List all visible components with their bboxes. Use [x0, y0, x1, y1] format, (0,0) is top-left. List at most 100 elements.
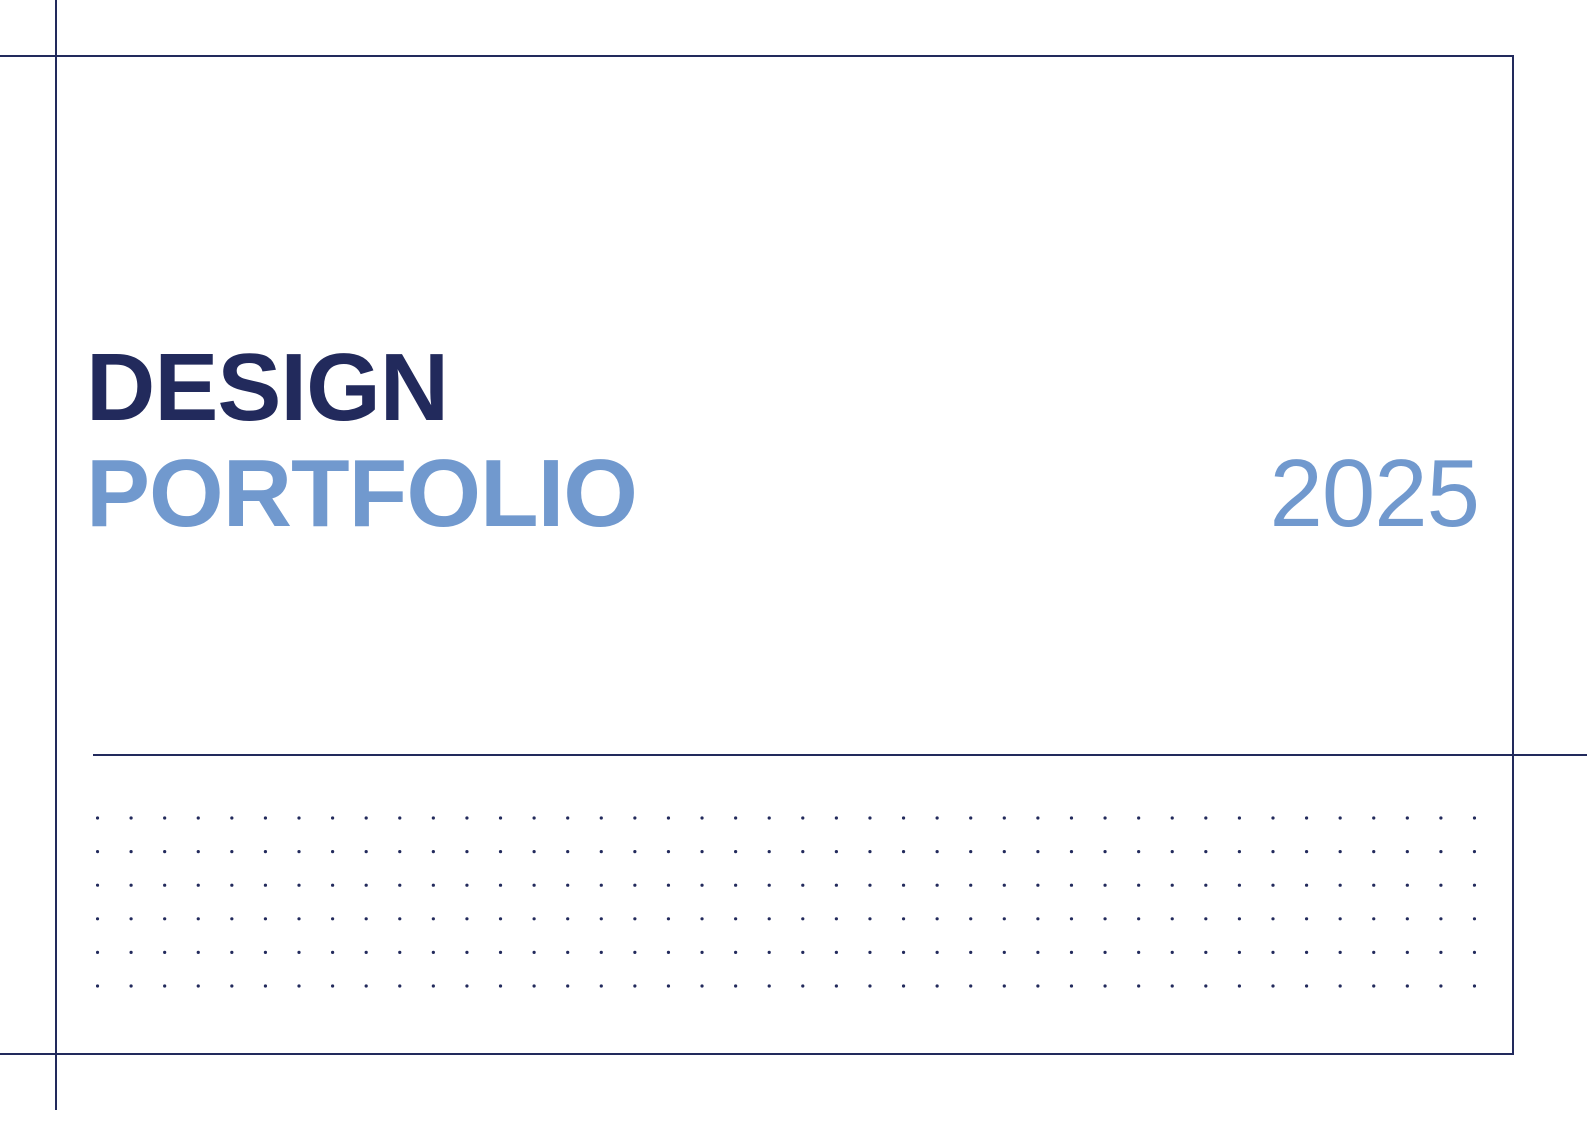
grid-dot — [1204, 816, 1208, 820]
grid-dot — [935, 816, 939, 820]
grid-dot — [1405, 850, 1409, 854]
grid-dot — [1002, 917, 1006, 921]
grid-dot — [263, 984, 268, 988]
grid-dot — [767, 850, 771, 854]
grid-dot — [163, 950, 167, 954]
grid-dot — [1372, 917, 1376, 921]
grid-dot — [1472, 917, 1476, 921]
grid-dot — [1304, 816, 1309, 820]
grid-dot — [599, 816, 603, 820]
grid-dot — [230, 917, 234, 921]
grid-dot — [834, 883, 838, 887]
grid-dot — [196, 883, 200, 887]
grid-dot — [163, 917, 167, 921]
grid-dot — [834, 850, 838, 854]
grid-dot — [398, 917, 402, 921]
grid-dot — [599, 850, 603, 854]
grid-dot — [1170, 984, 1174, 988]
grid-dot — [96, 883, 100, 887]
grid-dot — [398, 850, 402, 854]
grid-dot — [163, 984, 167, 988]
grid-dot — [1271, 883, 1275, 887]
grid-dot — [1137, 883, 1141, 887]
left-vertical-guide-line — [55, 0, 57, 1110]
grid-dot — [196, 984, 200, 988]
grid-dot — [734, 816, 738, 820]
grid-dot — [700, 883, 704, 887]
grid-dot — [969, 984, 973, 988]
grid-dot — [566, 850, 570, 854]
grid-dot — [1304, 917, 1309, 921]
grid-dot — [1439, 984, 1443, 988]
grid-dot — [633, 984, 637, 988]
grid-dot — [465, 917, 469, 921]
grid-dot — [666, 950, 671, 954]
grid-dot — [633, 850, 637, 854]
grid-dot — [1237, 950, 1241, 954]
grid-dot — [196, 816, 200, 820]
frame-bottom-border — [0, 1053, 1514, 1055]
grid-dot — [498, 883, 503, 887]
grid-dot — [1002, 816, 1006, 820]
grid-dot — [834, 984, 838, 988]
grid-dot — [566, 816, 570, 820]
grid-dot — [398, 984, 402, 988]
grid-dot — [1439, 917, 1443, 921]
grid-dot — [498, 984, 503, 988]
grid-dot — [1338, 850, 1342, 854]
grid-dot — [734, 850, 738, 854]
grid-dot — [1002, 850, 1006, 854]
grid-dot — [767, 816, 771, 820]
grid-dot — [129, 984, 133, 988]
grid-dot — [96, 917, 100, 921]
grid-dot — [1204, 850, 1208, 854]
grid-dot — [230, 984, 234, 988]
grid-dot — [1036, 917, 1040, 921]
grid-dot — [1237, 984, 1241, 988]
grid-dot — [498, 917, 503, 921]
grid-dot — [935, 850, 939, 854]
grid-dot — [230, 816, 234, 820]
grid-dot — [331, 816, 335, 820]
grid-dot — [734, 950, 738, 954]
grid-dot — [129, 950, 133, 954]
grid-dot — [1271, 850, 1275, 854]
grid-dot — [1372, 850, 1376, 854]
grid-dot — [969, 950, 973, 954]
year-label: 2025 — [1269, 440, 1480, 547]
grid-dot — [431, 816, 435, 820]
grid-dot — [1237, 883, 1241, 887]
grid-dot — [1271, 984, 1275, 988]
grid-dot — [767, 984, 771, 988]
grid-dot — [96, 984, 100, 988]
grid-dot — [1170, 850, 1174, 854]
grid-dot — [666, 883, 671, 887]
grid-dot — [331, 984, 335, 988]
grid-dot — [901, 883, 906, 887]
grid-dot — [1338, 883, 1342, 887]
grid-dot — [431, 850, 435, 854]
grid-dot — [767, 917, 771, 921]
grid-dot — [1069, 917, 1074, 921]
grid-dot — [1237, 917, 1241, 921]
grid-dot — [230, 850, 234, 854]
grid-dot — [498, 816, 503, 820]
grid-dot — [297, 816, 301, 820]
grid-dot — [566, 950, 570, 954]
grid-dot — [1439, 883, 1443, 887]
grid-dot — [1137, 984, 1141, 988]
grid-dot — [1137, 950, 1141, 954]
grid-dot — [801, 917, 805, 921]
grid-dot — [700, 950, 704, 954]
grid-dot — [901, 850, 906, 854]
grid-dot — [1338, 984, 1342, 988]
grid-dot — [1472, 816, 1476, 820]
grid-dot — [398, 883, 402, 887]
grid-dot — [1338, 950, 1342, 954]
grid-dot — [1439, 950, 1443, 954]
grid-dot — [1338, 917, 1342, 921]
grid-dot — [465, 984, 469, 988]
grid-dot — [801, 816, 805, 820]
grid-dot — [1372, 950, 1376, 954]
